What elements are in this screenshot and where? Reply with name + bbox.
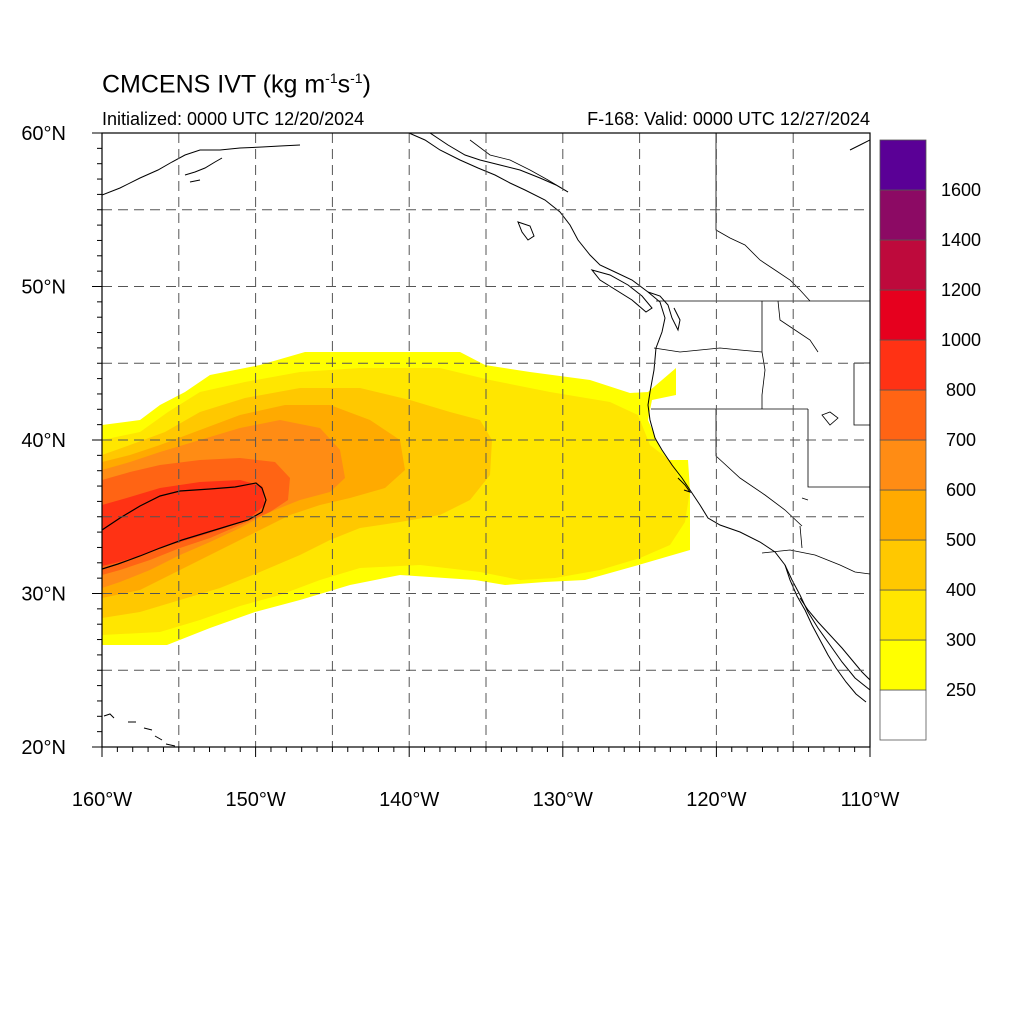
ivt-800-region: [102, 480, 265, 566]
colorbar-segment: [879, 389, 927, 441]
colorbar-label: 300: [946, 630, 976, 650]
chart-title: CMCENS IVT (kg m-1s-1): [102, 70, 371, 99]
nevada-utah-border: [807, 409, 870, 488]
lon-label: 120°W: [686, 789, 746, 811]
colorbar: [879, 139, 927, 741]
lon-label: 150°W: [225, 789, 285, 811]
colorbar-segment: [879, 289, 927, 341]
colorbar-label: 1400: [941, 230, 981, 250]
or-wa-border: [653, 347, 763, 353]
lon-label: 130°W: [533, 789, 593, 811]
nevada-ca-border: [715, 409, 803, 527]
alaska-peninsula-ne: [849, 139, 870, 151]
lon-label: 110°W: [841, 789, 900, 811]
colorbar-segment: [879, 339, 927, 391]
longitude-labels: 160°W 150°W 140°W 130°W 120°W 110°W: [72, 789, 900, 811]
colorbar-label: 1200: [941, 280, 981, 300]
axis-ticks: [92, 132, 871, 757]
alaska-bc-border: [469, 139, 569, 193]
puget-sound: [647, 291, 681, 332]
colorbar-label: 500: [946, 530, 976, 550]
san-francisco-bay: [677, 477, 692, 493]
great-salt-lake: [821, 411, 839, 426]
west-coast-coastline: [408, 133, 870, 691]
colorbar-segment: [879, 439, 927, 491]
lat-label: 30°N: [21, 584, 66, 606]
lat-label: 60°N: [21, 123, 66, 145]
initialized-time: Initialized: 0000 UTC 12/20/2024: [102, 109, 365, 129]
map-frame: [101, 132, 871, 748]
colorbar-segment: [879, 239, 927, 291]
colorbar-segment: [879, 539, 927, 591]
valid-time: F-168: Valid: 0000 UTC 12/27/2024: [587, 109, 870, 129]
idaho-border: [761, 301, 766, 409]
colorbar-segment: [879, 139, 927, 191]
colorbar-label: 600: [946, 480, 976, 500]
colorbar-labels: 250 300 400 500 600 700 800 1000 1200 1400 1600: [941, 180, 981, 700]
ivt-field: [102, 352, 690, 645]
az-ca-border: [799, 497, 809, 549]
ivt-800-contour: [102, 482, 267, 570]
lon-label: 160°W: [72, 789, 132, 811]
alaska-panhandle: [429, 133, 569, 193]
colorbar-segment: [879, 639, 927, 691]
latitude-labels: 20°N 30°N 40°N 50°N 60°N: [21, 123, 66, 759]
colorbar-segment: [879, 589, 927, 641]
graticule: [102, 133, 870, 747]
hawaii-islands: [103, 713, 176, 747]
colorbar-label: 1000: [941, 330, 981, 350]
baja-peninsula: [784, 564, 867, 703]
colorbar-label: 400: [946, 580, 976, 600]
colorbar-label: 800: [946, 380, 976, 400]
lon-label: 140°W: [379, 789, 439, 811]
gulf-of-alaska-islands: [184, 157, 223, 183]
colorbar-label: 700: [946, 430, 976, 450]
colorbar-segment: [879, 189, 927, 241]
lat-label: 20°N: [21, 737, 66, 759]
colorbar-label: 1600: [941, 180, 981, 200]
vancouver-island: [590, 269, 653, 313]
us-mexico-border: [761, 549, 870, 575]
lat-label: 50°N: [21, 277, 66, 299]
alaska-coast-west: [102, 144, 301, 196]
colorbar-label: 250: [946, 680, 976, 700]
colorbar-segment: [879, 489, 927, 541]
colorbar-segment: [879, 689, 927, 741]
haida-gwaii: [517, 221, 535, 241]
lat-label: 40°N: [21, 430, 66, 452]
montana-idaho-border: [777, 300, 819, 353]
